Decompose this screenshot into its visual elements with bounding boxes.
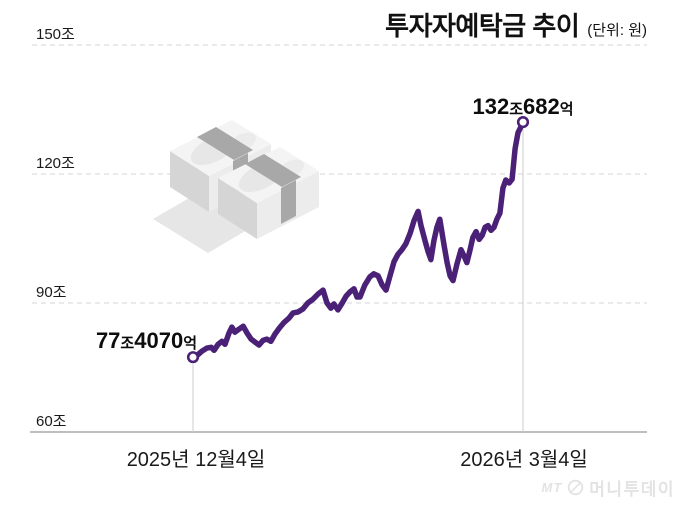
- money-band: [197, 127, 253, 160]
- end-value-label: 132조682억: [472, 94, 574, 119]
- y-tick-60: 60조: [36, 413, 67, 430]
- y-tick-120: 120조: [36, 155, 75, 172]
- chart-unit-label: (단위: 원): [587, 22, 647, 39]
- money-stack-front: [218, 147, 319, 239]
- y-tick-150: 150조: [36, 26, 75, 43]
- money-band: [245, 154, 301, 187]
- moneytoday-watermark: MT 머니투데이: [542, 475, 675, 500]
- money-stacks-illustration: [153, 120, 319, 253]
- y-tick-90: 90조: [36, 284, 67, 301]
- money-shadow: [153, 194, 252, 253]
- x-tick-end-date: 2026년 3월4일: [460, 449, 588, 471]
- moneytoday-coin-icon: [568, 479, 584, 496]
- money-band-side: [281, 180, 296, 224]
- chart-title: 투자자예탁금 추이: [385, 11, 580, 41]
- start-point-marker: [186, 351, 200, 364]
- chart-header: 투자자예탁금 추이 (단위: 원): [385, 6, 647, 43]
- moneytoday-wordmark: 머니투데이: [589, 480, 675, 499]
- x-tick-start-date: 2025년 12월4일: [126, 449, 266, 471]
- deposit-trend-line: [190, 119, 526, 360]
- mt-logo-text: MT: [541, 480, 563, 495]
- start-value-label: 77조4070억: [95, 328, 197, 353]
- end-point-marker: [516, 115, 530, 129]
